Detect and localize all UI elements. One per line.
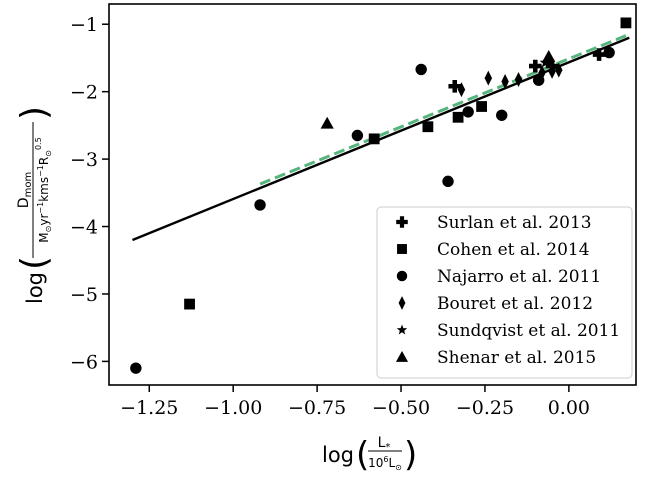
svg-text:(: ( (356, 435, 369, 475)
data-point-circle (351, 129, 364, 142)
x-tick-label: −0.25 (456, 397, 514, 419)
svg-text:): ) (14, 106, 55, 120)
plot-frame (108, 3, 637, 386)
data-point-circle (415, 63, 427, 76)
data-point-square (476, 101, 487, 112)
legend-entry-label: Najarro et al. 2011 (437, 267, 601, 287)
data-point-plus (592, 48, 606, 61)
data-point-circle (254, 199, 266, 211)
data-point-circle (496, 109, 508, 121)
svg-text:log: log (23, 272, 47, 304)
legend-entry-label: Sundqvist et al. 2011 (437, 321, 620, 341)
data-point-plus (528, 59, 542, 73)
legend-entry-label: Cohen et al. 2014 (437, 240, 590, 260)
x-tick-label: 0.00 (548, 397, 590, 419)
data-point-circle (442, 175, 454, 188)
legend-marker-diamond (398, 296, 406, 310)
data-point-square (184, 298, 195, 310)
x-tick-label: −1.00 (204, 397, 262, 419)
x-tick-label: −0.50 (372, 397, 430, 419)
legend-box (376, 206, 633, 379)
legend-marker-plus (396, 216, 408, 228)
data-point-star (539, 56, 552, 68)
legend-marker-square (397, 244, 407, 254)
svg-text:(: ( (14, 256, 55, 270)
data-point-circle (130, 362, 142, 374)
legend-marker-star (396, 324, 408, 335)
fit-line-dashed (259, 34, 627, 186)
y-tick-label: −1 (70, 14, 98, 36)
svg-text:): ) (404, 435, 417, 475)
data-point-square (422, 121, 434, 133)
svg-text:L*: L* (378, 435, 391, 453)
fit-line-solid (132, 36, 630, 242)
y-axis: −6 −5 −4 −3 −2 −1 (70, 14, 109, 373)
legend-entry-label: Shenar et al. 2015 (437, 348, 596, 368)
data-point-diamond (457, 82, 466, 98)
svg-text:M⊙yr−1kms−1R⊙0.5: M⊙yr−1kms−1R⊙0.5 (34, 137, 53, 242)
x-tick-label: −1.25 (120, 397, 178, 419)
svg-text:106L⊙: 106L⊙ (368, 455, 402, 472)
data-point-diamond (538, 65, 546, 81)
y-tick-label: −5 (70, 284, 98, 306)
data-point-diamond (514, 72, 523, 88)
y-tick-label: −4 (70, 217, 98, 239)
data-point-circle (603, 46, 615, 59)
data-point-square (620, 17, 632, 29)
data-point-diamond (484, 70, 493, 86)
data-point-square (452, 111, 464, 123)
y-tick-label: −3 (70, 149, 98, 171)
x-axis-label: log ( L* 106L⊙ ) (322, 435, 417, 475)
data-point-diamond (501, 74, 509, 90)
svg-text:log: log (322, 443, 354, 467)
legend-entry-label: Surlan et al. 2013 (437, 213, 592, 233)
legend-marker-circle (396, 270, 408, 282)
x-axis: −1.25 −1.00 −0.75 −0.50 −0.25 0.00 (120, 385, 590, 419)
svg-text:Dmom: Dmom (16, 172, 34, 208)
data-point-triangle (542, 49, 556, 62)
data-point-diamond (555, 62, 563, 78)
x-tick-label: −0.75 (288, 397, 346, 419)
data-point-diamond (548, 63, 556, 79)
legend: Surlan et al. 2013 Cohen et al. 2014 Najar… (376, 206, 633, 379)
y-tick-label: −2 (70, 82, 98, 104)
y-axis-label: log ( Dmom M⊙yr−1kms−1R⊙0.5 ) (14, 106, 55, 304)
data-point-plus (448, 79, 462, 93)
legend-entry-label: Bouret et al. 2012 (437, 294, 593, 314)
data-point-square (368, 133, 380, 145)
legend-marker-triangle (395, 350, 409, 362)
data-point-triangle (320, 116, 334, 129)
data-point-circle (462, 106, 474, 118)
y-tick-label: −6 (70, 351, 98, 373)
